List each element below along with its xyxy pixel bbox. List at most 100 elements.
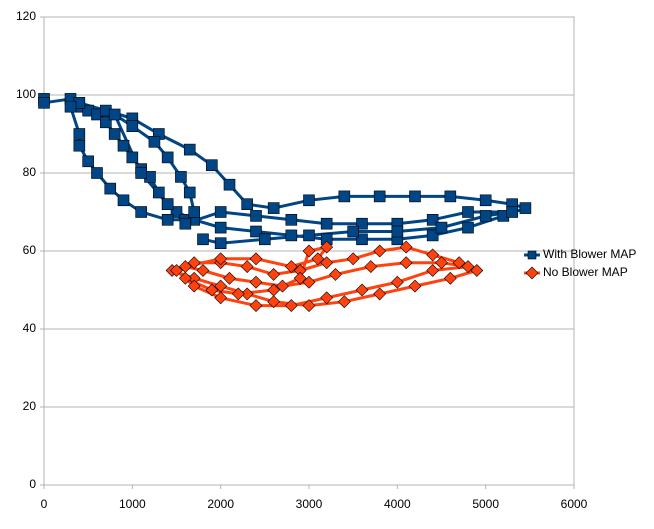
x-tick-label: 5000: [472, 497, 499, 511]
marker: [391, 225, 404, 238]
marker: [249, 299, 263, 313]
marker: [117, 194, 130, 207]
marker: [311, 252, 325, 266]
marker: [409, 190, 421, 203]
marker: [462, 221, 474, 234]
marker: [135, 167, 147, 179]
marker: [73, 128, 86, 140]
marker: [302, 275, 316, 289]
marker: [470, 264, 484, 277]
marker: [302, 299, 316, 313]
marker: [126, 120, 139, 132]
marker: [364, 260, 378, 274]
marker: [462, 206, 474, 218]
marker: [519, 202, 532, 214]
marker: [320, 217, 333, 230]
marker: [108, 108, 121, 121]
y-tick-label: 100: [16, 87, 36, 101]
marker: [249, 252, 263, 266]
x-tick-label: 4000: [384, 497, 411, 511]
marker: [108, 128, 121, 140]
marker: [187, 256, 201, 270]
y-tick-label: 20: [23, 399, 37, 413]
marker: [38, 97, 50, 109]
marker: [187, 279, 201, 293]
marker: [250, 225, 262, 238]
marker: [73, 139, 86, 152]
marker: [259, 233, 271, 246]
marker: [206, 159, 218, 171]
marker: [214, 206, 227, 218]
marker: [267, 295, 281, 309]
marker: [240, 287, 254, 301]
marker: [214, 221, 227, 234]
marker: [347, 225, 359, 238]
legend-marker: [527, 250, 537, 260]
marker: [197, 233, 209, 246]
marker: [303, 194, 315, 207]
marker: [153, 186, 165, 199]
marker: [320, 256, 334, 270]
marker: [426, 264, 440, 277]
marker: [196, 264, 210, 277]
y-tick-label: 0: [29, 477, 36, 491]
marker: [373, 287, 387, 301]
marker: [100, 116, 112, 129]
marker: [320, 240, 334, 254]
marker: [91, 167, 103, 179]
marker: [205, 283, 219, 297]
marker: [183, 186, 196, 199]
y-tick-label: 40: [23, 321, 37, 335]
marker: [82, 155, 94, 168]
marker: [214, 291, 228, 305]
marker: [170, 206, 183, 218]
legend-label: With Blower MAP: [543, 247, 636, 261]
marker: [161, 151, 174, 164]
x-tick-label: 6000: [561, 497, 588, 511]
marker: [267, 267, 281, 281]
marker: [223, 178, 236, 191]
marker: [64, 100, 77, 113]
marker: [267, 202, 280, 214]
marker: [276, 279, 289, 293]
x-tick-label: 3000: [296, 497, 323, 511]
marker: [267, 283, 281, 297]
marker: [329, 267, 342, 281]
marker: [426, 214, 439, 226]
marker: [426, 229, 439, 242]
marker: [346, 252, 360, 266]
marker: [302, 244, 316, 258]
marker: [285, 214, 298, 226]
marker: [223, 271, 236, 285]
marker: [249, 275, 263, 289]
y-tick-label: 80: [23, 165, 37, 179]
y-tick-label: 60: [23, 243, 37, 257]
x-tick-label: 1000: [119, 497, 146, 511]
marker: [161, 198, 174, 210]
marker: [390, 275, 404, 289]
marker: [293, 271, 307, 285]
marker: [338, 190, 351, 203]
marker: [479, 210, 492, 222]
marker: [179, 217, 192, 230]
marker: [175, 171, 187, 183]
marker: [135, 206, 147, 218]
marker: [355, 283, 369, 297]
marker: [117, 139, 130, 152]
x-tick-label: 0: [41, 497, 48, 511]
marker: [303, 229, 315, 242]
marker: [479, 194, 492, 207]
marker: [399, 256, 413, 270]
marker: [356, 233, 368, 246]
legend-marker: [525, 266, 539, 280]
marker: [126, 151, 139, 164]
marker: [444, 190, 457, 203]
marker: [435, 221, 448, 234]
marker: [183, 143, 196, 156]
marker: [178, 271, 192, 285]
marker: [356, 217, 368, 230]
marker: [170, 264, 183, 277]
series-line: [42, 97, 531, 245]
marker: [214, 252, 228, 266]
